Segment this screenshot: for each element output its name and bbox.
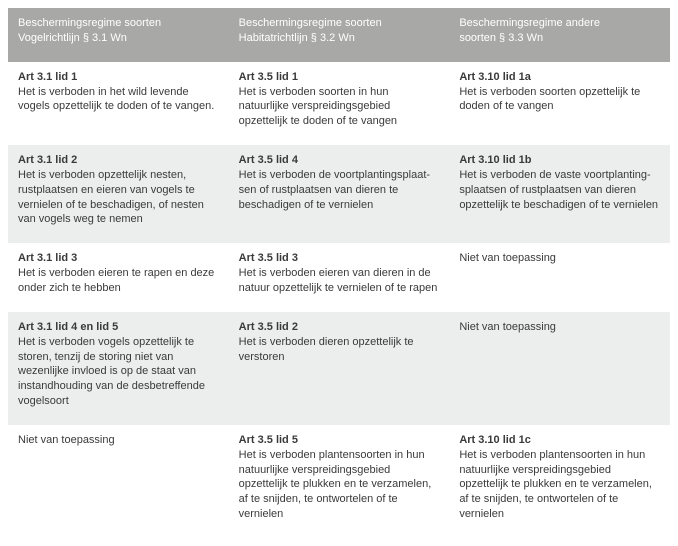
- article-ref: Art 3.5 lid 2: [239, 320, 440, 335]
- table-body: Art 3.1 lid 1Het is verboden in het wild…: [8, 62, 670, 538]
- table-cell: Art 3.1 lid 2Het is verboden opzettelijk…: [8, 145, 229, 243]
- article-ref: Art 3.1 lid 4 en lid 5: [18, 320, 219, 335]
- article-ref: Art 3.5 lid 5: [239, 433, 440, 448]
- col-header-2-line2: Habitatrichtlijn § 3.2 Wn: [239, 32, 355, 44]
- table-row: Niet van toepassingArt 3.5 lid 5Het is v…: [8, 425, 670, 538]
- not-applicable: Niet van toepassing: [459, 321, 556, 333]
- article-ref: Art 3.10 lid 1b: [459, 153, 660, 168]
- header-row: Beschermingsregime soorten Vogelrichtlij…: [8, 8, 670, 62]
- article-desc: Het is verboden opzettelijk nesten, rust…: [18, 168, 219, 227]
- table-row: Art 3.1 lid 1Het is verboden in het wild…: [8, 62, 670, 145]
- article-desc: Het is verboden dieren opzettelijk te ve…: [239, 335, 440, 365]
- table-cell: Art 3.5 lid 2Het is verboden dieren opze…: [229, 312, 450, 425]
- col-header-1-line2: Vogelrichtlijn § 3.1 Wn: [18, 32, 127, 44]
- article-ref: Art 3.10 lid 1c: [459, 433, 660, 448]
- table-cell: Art 3.5 lid 3Het is verboden eieren van …: [229, 243, 450, 312]
- table-cell: Art 3.5 lid 5Het is verboden plantensoor…: [229, 425, 450, 538]
- col-header-2-line1: Beschermingsregime soorten: [239, 17, 382, 29]
- article-desc: Het is verboden plantensoorten in hun na…: [239, 448, 440, 522]
- article-ref: Art 3.5 lid 4: [239, 153, 440, 168]
- article-ref: Art 3.5 lid 1: [239, 70, 440, 85]
- article-desc: Het is verboden vogels opzettelijk te st…: [18, 335, 219, 409]
- table-cell: Art 3.10 lid 1aHet is verboden soorten o…: [449, 62, 670, 145]
- article-ref: Art 3.1 lid 2: [18, 153, 219, 168]
- table-row: Art 3.1 lid 3Het is verboden eieren te r…: [8, 243, 670, 312]
- table-cell: Art 3.1 lid 3Het is verboden eieren te r…: [8, 243, 229, 312]
- table-cell: Niet van toepassing: [8, 425, 229, 538]
- col-header-3-line2: soorten § 3.3 Wn: [459, 32, 543, 44]
- not-applicable: Niet van toepassing: [459, 252, 556, 264]
- article-desc: Het is verboden plantensoorten in hun na…: [459, 448, 660, 522]
- col-header-1: Beschermingsregime soorten Vogelrichtlij…: [8, 8, 229, 62]
- article-desc: Het is verboden soorten in hun natuurlij…: [239, 85, 440, 130]
- table-row: Art 3.1 lid 4 en lid 5Het is verboden vo…: [8, 312, 670, 425]
- regime-table: Beschermingsregime soorten Vogelrichtlij…: [8, 8, 670, 538]
- article-desc: Het is verboden de vaste voortplanting-s…: [459, 168, 660, 213]
- article-ref: Art 3.10 lid 1a: [459, 70, 660, 85]
- col-header-2: Beschermingsregime soorten Habitatrichtl…: [229, 8, 450, 62]
- col-header-3-line1: Beschermingsregime andere: [459, 17, 600, 29]
- table-cell: Niet van toepassing: [449, 243, 670, 312]
- table-cell: Art 3.5 lid 4Het is verboden de voortpla…: [229, 145, 450, 243]
- not-applicable: Niet van toepassing: [18, 434, 115, 446]
- article-desc: Het is verboden eieren te rapen en deze …: [18, 266, 219, 296]
- table-cell: Art 3.1 lid 4 en lid 5Het is verboden vo…: [8, 312, 229, 425]
- article-desc: Het is verboden in het wild levende voge…: [18, 85, 219, 115]
- table-cell: Art 3.1 lid 1Het is verboden in het wild…: [8, 62, 229, 145]
- table-cell: Art 3.10 lid 1cHet is verboden plantenso…: [449, 425, 670, 538]
- article-desc: Het is verboden soorten opzettelijk te d…: [459, 85, 660, 115]
- table-cell: Art 3.10 lid 1bHet is verboden de vaste …: [449, 145, 670, 243]
- col-header-3: Beschermingsregime andere soorten § 3.3 …: [449, 8, 670, 62]
- col-header-1-line1: Beschermingsregime soorten: [18, 17, 161, 29]
- table-cell: Niet van toepassing: [449, 312, 670, 425]
- article-ref: Art 3.1 lid 3: [18, 251, 219, 266]
- article-ref: Art 3.1 lid 1: [18, 70, 219, 85]
- article-desc: Het is verboden de voortplantingsplaat-s…: [239, 168, 440, 213]
- article-desc: Het is verboden eieren van dieren in de …: [239, 266, 440, 296]
- article-ref: Art 3.5 lid 3: [239, 251, 440, 266]
- table-cell: Art 3.5 lid 1Het is verboden soorten in …: [229, 62, 450, 145]
- table-row: Art 3.1 lid 2Het is verboden opzettelijk…: [8, 145, 670, 243]
